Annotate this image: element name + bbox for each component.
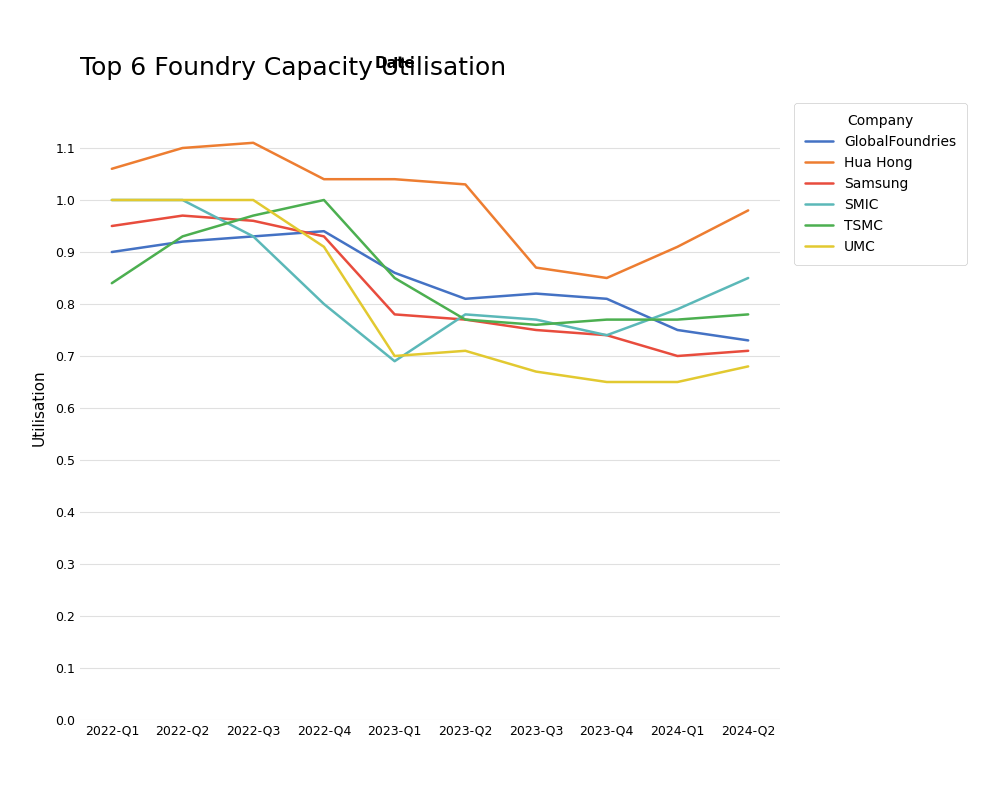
Hua Hong <box>530 262 542 272</box>
SMIC <box>318 299 330 309</box>
GlobalFoundries <box>671 325 683 334</box>
TSMC <box>742 310 754 319</box>
SMIC <box>247 232 259 242</box>
TSMC <box>601 314 613 325</box>
UMC <box>106 195 118 205</box>
UMC <box>389 351 401 361</box>
Line: Hua Hong: Hua Hong <box>112 142 748 278</box>
UMC <box>671 378 683 387</box>
UMC <box>742 362 754 371</box>
GlobalFoundries <box>530 289 542 298</box>
Legend: GlobalFoundries, Hua Hong, Samsung, SMIC, TSMC, UMC: GlobalFoundries, Hua Hong, Samsung, SMIC… <box>794 103 967 265</box>
TSMC <box>106 278 118 288</box>
Samsung <box>318 232 330 242</box>
UMC <box>530 366 542 376</box>
GlobalFoundries <box>459 294 471 303</box>
Line: GlobalFoundries: GlobalFoundries <box>112 231 748 341</box>
Line: Samsung: Samsung <box>112 215 748 356</box>
SMIC <box>177 195 189 205</box>
UMC <box>459 346 471 355</box>
Y-axis label: Utilisation: Utilisation <box>32 370 47 446</box>
Samsung <box>459 314 471 325</box>
Line: UMC: UMC <box>112 200 748 382</box>
GlobalFoundries <box>247 232 259 242</box>
SMIC <box>671 304 683 314</box>
UMC <box>177 195 189 205</box>
Text: Date: Date <box>375 56 415 71</box>
GlobalFoundries <box>742 336 754 346</box>
Text: Top 6 Foundry Capacity Utilisation: Top 6 Foundry Capacity Utilisation <box>80 56 506 80</box>
Hua Hong <box>247 138 259 147</box>
TSMC <box>389 274 401 283</box>
Hua Hong <box>601 274 613 283</box>
Hua Hong <box>742 206 754 215</box>
TSMC <box>459 314 471 325</box>
Samsung <box>389 310 401 319</box>
Line: SMIC: SMIC <box>112 200 748 362</box>
SMIC <box>106 195 118 205</box>
TSMC <box>177 232 189 242</box>
GlobalFoundries <box>389 268 401 278</box>
Samsung <box>247 216 259 226</box>
SMIC <box>530 314 542 325</box>
TSMC <box>247 210 259 220</box>
SMIC <box>742 274 754 283</box>
UMC <box>318 242 330 252</box>
GlobalFoundries <box>177 237 189 246</box>
Samsung <box>106 221 118 230</box>
UMC <box>247 195 259 205</box>
Hua Hong <box>106 164 118 174</box>
TSMC <box>671 314 683 325</box>
Hua Hong <box>318 174 330 184</box>
GlobalFoundries <box>318 226 330 236</box>
Samsung <box>177 210 189 220</box>
Samsung <box>530 325 542 334</box>
TSMC <box>530 320 542 330</box>
Hua Hong <box>389 174 401 184</box>
SMIC <box>389 357 401 366</box>
Samsung <box>601 330 613 340</box>
Hua Hong <box>671 242 683 252</box>
GlobalFoundries <box>601 294 613 303</box>
Hua Hong <box>459 179 471 189</box>
Samsung <box>671 351 683 361</box>
UMC <box>601 378 613 387</box>
SMIC <box>601 330 613 340</box>
Line: TSMC: TSMC <box>112 200 748 325</box>
TSMC <box>318 195 330 205</box>
SMIC <box>459 310 471 319</box>
Hua Hong <box>177 143 189 153</box>
Samsung <box>742 346 754 355</box>
GlobalFoundries <box>106 247 118 257</box>
